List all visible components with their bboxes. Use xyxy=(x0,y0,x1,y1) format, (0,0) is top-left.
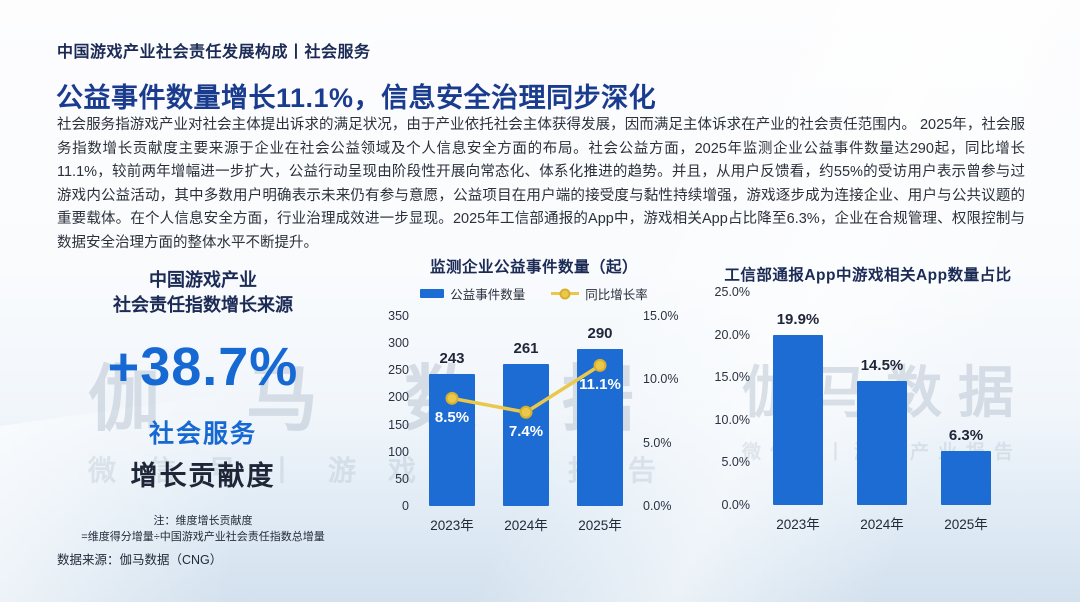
axis-tick-label: 0.0% xyxy=(643,499,672,513)
legend-item-bar: 公益事件数量 xyxy=(420,284,525,303)
legend-item-line: 同比增长率 xyxy=(551,284,648,303)
bar-value-label: 243 xyxy=(439,350,465,368)
bar xyxy=(857,381,907,505)
bar-value-label: 261 xyxy=(513,340,539,358)
x-axis-labels: 2023年 2024年 2025年 xyxy=(756,513,1008,532)
right-y-axis: 0.0% 5.0% 10.0% 15.0% xyxy=(643,309,693,513)
bar-value-label: 14.5% xyxy=(860,357,904,375)
line-value-label: 7.4% xyxy=(508,423,544,441)
stat-label-dark: 增长贡献度 xyxy=(130,461,276,491)
plot-area: 19.9% 14.5% 6.3% xyxy=(756,292,1008,505)
stat-footnote-line2: =维度得分增量÷中国游戏产业社会责任指数总增量 xyxy=(81,531,325,543)
line-value-label: 8.5% xyxy=(434,409,470,427)
stat-value: +38.7% xyxy=(107,337,299,397)
chart-title: 监测企业公益事件数量（起） xyxy=(429,259,638,276)
x-axis-labels: 2023年 2024年 2025年 xyxy=(415,514,637,533)
body-paragraph: 社会服务指游戏产业对社会主体提出诉求的满足状况，由于产业依托社会主体获得发展，因… xyxy=(57,117,1025,251)
line-marker xyxy=(519,405,533,419)
stat-panel-title-line1: 中国游戏产业 xyxy=(149,270,257,290)
line-marker xyxy=(593,358,607,372)
growth-line xyxy=(445,358,607,419)
axis-tick-label: 0.0% xyxy=(721,498,751,512)
stat-panel-title: 中国游戏产业 社会责任指数增长来源 xyxy=(57,268,349,318)
x-axis-tick-label: 2024年 xyxy=(504,518,548,533)
left-y-axis: 0.0% 5.0% 10.0% 15.0% 20.0% 25.0% xyxy=(698,285,751,512)
plot-area: 243 261 290 8.5% 7.4% 11.1% xyxy=(415,316,637,506)
chart-app-ratio: 工信部通报App中游戏相关App数量占比 0.0% 5.0% 10.0% 15.0% 2… xyxy=(698,253,1066,547)
stat-footnote-line1: 注：维度增长贡献度 xyxy=(153,515,253,527)
stat-footnote: 注：维度增长贡献度 =维度得分增量÷中国游戏产业社会责任指数总增量 xyxy=(57,513,349,545)
stat-label-blue: 社会服务 xyxy=(148,420,257,448)
data-source: 数据来源：伽马数据（CNG） xyxy=(57,553,223,567)
axis-tick-label: 150 xyxy=(388,417,409,432)
legend-label: 同比增长率 xyxy=(585,288,648,302)
axis-tick-label: 100 xyxy=(388,444,409,459)
bar-value-label: 19.9% xyxy=(776,311,820,329)
stat-panel: 中国游戏产业 社会责任指数增长来源 +38.7% 社会服务 增长贡献度 注：维度… xyxy=(57,268,349,545)
axis-tick-label: 20.0% xyxy=(714,327,750,342)
stat-panel-title-line2: 社会责任指数增长来源 xyxy=(113,295,293,315)
axis-tick-label: 10.0% xyxy=(714,412,750,427)
page-title: 公益事件数量增长11.1%，信息安全治理同步深化 xyxy=(56,83,657,113)
x-axis-tick-label: 2023年 xyxy=(430,518,474,533)
axis-tick-label: 0 xyxy=(402,499,409,513)
line-marker xyxy=(445,391,459,405)
legend-label: 公益事件数量 xyxy=(450,288,526,302)
bar xyxy=(941,451,991,505)
x-axis-tick-label: 2025年 xyxy=(578,518,622,533)
left-y-axis: 0 50 100 150 200 250 300 350 xyxy=(375,309,409,513)
line-value-label: 11.1% xyxy=(579,376,621,394)
axis-tick-label: 300 xyxy=(388,336,409,351)
bar-value-label: 290 xyxy=(587,324,613,342)
line-swatch-icon xyxy=(551,288,580,299)
axis-tick-label: 350 xyxy=(388,309,409,323)
axis-tick-label: 5.0% xyxy=(721,455,751,470)
bar xyxy=(773,335,823,505)
line-marker-icon xyxy=(559,288,571,299)
axis-tick-label: 250 xyxy=(388,363,409,378)
axis-tick-label: 25.0% xyxy=(714,285,750,299)
x-axis-tick-label: 2025年 xyxy=(944,517,988,532)
bar-swatch-icon xyxy=(420,289,445,298)
axis-tick-label: 15.0% xyxy=(643,309,679,323)
x-axis-tick-label: 2024年 xyxy=(860,517,904,532)
axis-tick-label: 5.0% xyxy=(643,435,672,450)
axis-tick-label: 10.0% xyxy=(643,372,679,387)
axis-tick-label: 50 xyxy=(395,471,409,486)
bar xyxy=(503,364,549,506)
chart-public-welfare-events: 监测企业公益事件数量（起） 公益事件数量 同比增长率 0 50 100 150 200 2… xyxy=(375,253,693,547)
axis-tick-label: 200 xyxy=(388,390,409,405)
bar-value-label: 6.3% xyxy=(948,427,984,445)
chart-legend: 公益事件数量 同比增长率 xyxy=(375,284,693,303)
chart-title: 工信部通报App中游戏相关App数量占比 xyxy=(724,267,1012,284)
x-axis-tick-label: 2023年 xyxy=(776,517,820,532)
axis-tick-label: 15.0% xyxy=(714,370,750,385)
kicker: 中国游戏产业社会责任发展构成丨社会服务 xyxy=(57,44,371,61)
